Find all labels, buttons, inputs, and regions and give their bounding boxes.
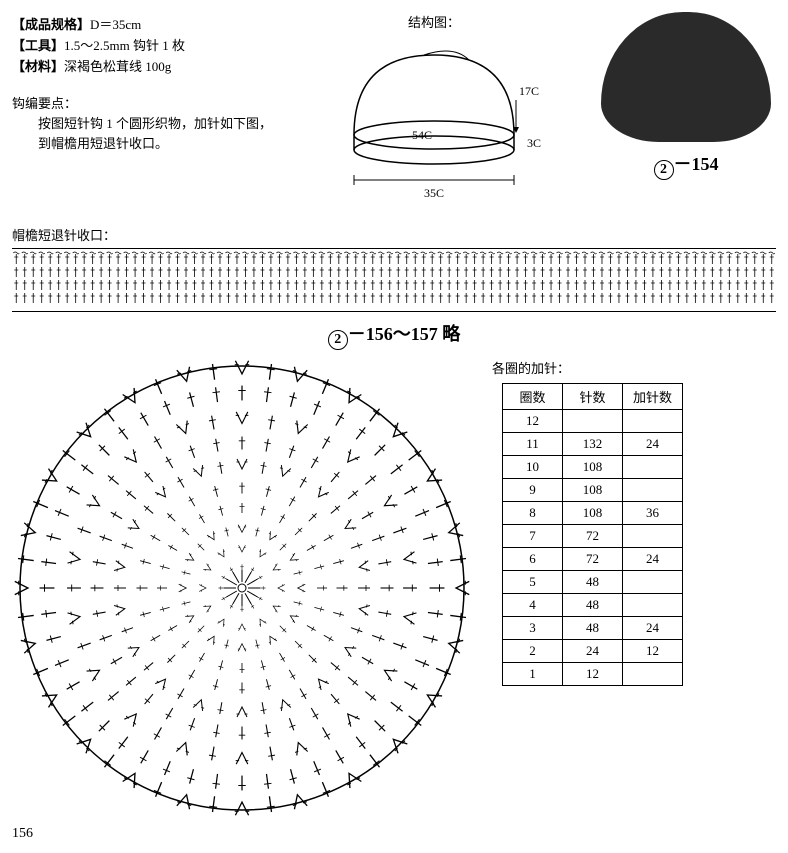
spec-size-label: 【成品规格】 [12, 17, 90, 32]
table-row: 67224 [503, 548, 683, 571]
table-row: 22412 [503, 640, 683, 663]
table-cell [563, 410, 623, 433]
structure-title: 结构图： [292, 12, 576, 31]
dim-circ: 54C [412, 128, 432, 142]
circular-crochet-chart [12, 358, 472, 818]
table-cell [623, 479, 683, 502]
spec-tool: 【工具】1.5～2.5mm 钩针 1 枚 [12, 35, 272, 54]
pattern-number: 2－154 [596, 150, 776, 180]
dim-diameter: 35C [424, 186, 444, 200]
tips-title: 钩编要点： [12, 93, 272, 112]
table-cell: 72 [563, 525, 623, 548]
spec-size-value: D＝35cm [90, 17, 141, 32]
table-cell: 9 [503, 479, 563, 502]
col-round: 圈数 [503, 384, 563, 410]
table-row: 12 [503, 410, 683, 433]
table-row: 10108 [503, 456, 683, 479]
table-cell: 48 [563, 594, 623, 617]
brim-stitch-chart [12, 248, 776, 312]
table-cell: 24 [623, 548, 683, 571]
table-row: 34824 [503, 617, 683, 640]
circled-number-icon-2: 2 [328, 330, 348, 350]
table-cell: 1 [503, 663, 563, 686]
table-cell: 24 [563, 640, 623, 663]
spec-material-value: 深褐色松茸线 100g [64, 59, 171, 74]
table-cell: 24 [623, 617, 683, 640]
table-cell: 48 [563, 617, 623, 640]
table-row: 448 [503, 594, 683, 617]
table-cell: 72 [563, 548, 623, 571]
col-increase: 加针数 [623, 384, 683, 410]
increase-table-column: 各圈的加针： 圈数 针数 加针数 12111322410108910881083… [492, 358, 776, 842]
table-cell: 7 [503, 525, 563, 548]
middle-title: 2－156～157 略 [12, 320, 776, 350]
table-cell: 11 [503, 433, 563, 456]
hat-photo [601, 12, 771, 142]
circular-chart-column: 156 [12, 358, 472, 842]
table-cell [623, 525, 683, 548]
dim-height: 17C [519, 84, 539, 98]
specifications: 【成品规格】D＝35cm 【工具】1.5～2.5mm 钩针 1 枚 【材料】深褐… [12, 12, 272, 209]
top-section: 【成品规格】D＝35cm 【工具】1.5～2.5mm 钩针 1 枚 【材料】深褐… [12, 12, 776, 209]
photo-column: 2－154 [596, 12, 776, 209]
table-cell [623, 410, 683, 433]
table-header-row: 圈数 针数 加针数 [503, 384, 683, 410]
table-cell: 3 [503, 617, 563, 640]
increase-table-title: 各圈的加针： [492, 358, 776, 377]
hat-schematic: 17C 3C 54C 35C [324, 35, 544, 205]
table-cell: 12 [503, 410, 563, 433]
table-cell: 5 [503, 571, 563, 594]
table-cell: 8 [503, 502, 563, 525]
table-cell: 4 [503, 594, 563, 617]
table-cell [623, 663, 683, 686]
spec-material-label: 【材料】 [12, 59, 64, 74]
table-row: 9108 [503, 479, 683, 502]
circled-number-icon: 2 [654, 160, 674, 180]
table-cell [623, 456, 683, 479]
table-cell: 36 [623, 502, 683, 525]
table-cell: 108 [563, 502, 623, 525]
table-cell: 6 [503, 548, 563, 571]
table-cell: 48 [563, 571, 623, 594]
dim-brim: 3C [527, 136, 541, 150]
spec-size: 【成品规格】D＝35cm [12, 14, 272, 33]
table-cell [623, 571, 683, 594]
table-cell: 108 [563, 456, 623, 479]
table-row: 810836 [503, 502, 683, 525]
spec-tool-label: 【工具】 [12, 38, 64, 53]
brim-svg [12, 250, 776, 306]
table-cell: 24 [623, 433, 683, 456]
bottom-section: 156 各圈的加针： 圈数 针数 加针数 1211132241010891088… [12, 358, 776, 842]
table-cell: 10 [503, 456, 563, 479]
spec-tool-value: 1.5～2.5mm 钩针 1 枚 [64, 38, 185, 53]
table-row: 1113224 [503, 433, 683, 456]
table-row: 772 [503, 525, 683, 548]
brim-title: 帽檐短退针收口： [12, 225, 776, 244]
increase-table: 圈数 针数 加针数 121113224101089108810836772672… [502, 383, 683, 686]
table-cell: 12 [563, 663, 623, 686]
table-cell: 12 [623, 640, 683, 663]
middle-text: －156～157 略 [348, 324, 461, 344]
structure-diagram: 结构图： 17C 3C 54C 35C [292, 12, 576, 209]
tips-body: 按图短针钩 1 个圆形织物，加针如下图，到帽檐用短退针收口。 [38, 114, 272, 153]
table-row: 548 [503, 571, 683, 594]
pattern-suffix: －154 [674, 154, 719, 174]
table-cell [623, 594, 683, 617]
table-row: 112 [503, 663, 683, 686]
table-cell: 132 [563, 433, 623, 456]
col-stitches: 针数 [563, 384, 623, 410]
page-number: 156 [12, 826, 472, 842]
table-cell: 108 [563, 479, 623, 502]
spec-material: 【材料】深褐色松茸线 100g [12, 56, 272, 75]
table-cell: 2 [503, 640, 563, 663]
